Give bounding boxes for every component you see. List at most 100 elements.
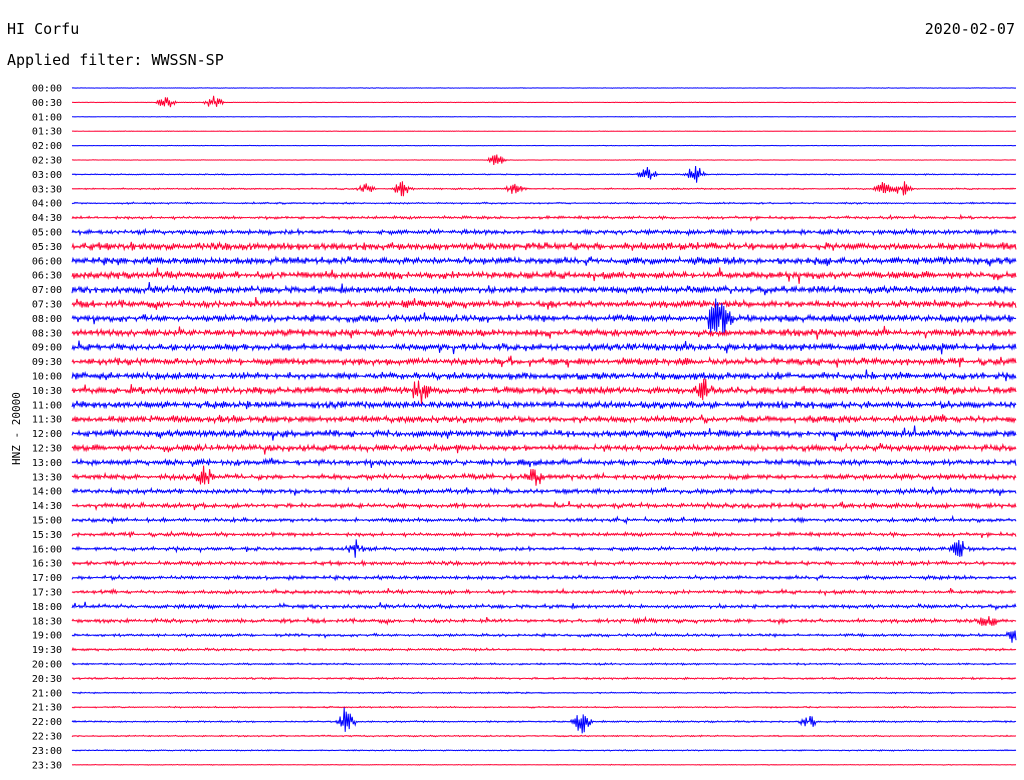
- row-time-label: 12:00: [32, 429, 62, 440]
- row-time-label: 23:30: [32, 760, 62, 771]
- row-time-label: 23:00: [32, 746, 62, 757]
- seismic-trace-row: [71, 705, 1017, 709]
- seismic-trace-row: [71, 399, 1017, 410]
- seismic-trace-row: [71, 87, 1017, 89]
- row-time-label: 11:30: [32, 415, 62, 426]
- row-time-label: 18:30: [32, 616, 62, 627]
- row-time-label: 01:00: [32, 112, 62, 123]
- row-time-label: 09:00: [32, 343, 62, 354]
- seismic-trace-row: [71, 442, 1017, 455]
- row-time-label: 22:00: [32, 717, 62, 728]
- row-time-label: 04:00: [32, 199, 62, 210]
- seismic-trace-row: [71, 676, 1017, 681]
- seismic-trace-row: [71, 615, 1017, 626]
- seismic-trace-row: [71, 144, 1017, 147]
- seismic-trace-row: [71, 227, 1017, 237]
- row-time-label: 04:30: [32, 213, 62, 224]
- row-time-label: 21:30: [32, 703, 62, 714]
- seismic-trace-row: [71, 559, 1017, 568]
- seismic-trace-row: [71, 240, 1017, 252]
- seismic-trace-row: [71, 414, 1017, 425]
- row-time-label: 19:00: [32, 631, 62, 642]
- row-time-label: 08:30: [32, 328, 62, 339]
- seismic-trace-row: [71, 662, 1017, 666]
- seismic-trace-row: [71, 165, 1017, 183]
- row-time-label: 02:30: [32, 156, 62, 167]
- row-time-label: 02:00: [32, 141, 62, 152]
- row-time-label: 17:30: [32, 588, 62, 599]
- seismic-trace-row: [71, 425, 1017, 441]
- seismic-trace-row: [71, 539, 1017, 558]
- seismic-trace-row: [71, 282, 1017, 296]
- row-time-label: 03:30: [32, 184, 62, 195]
- seismic-trace-row: [71, 355, 1017, 368]
- seismic-trace-row: [71, 213, 1017, 222]
- channel-axis-label: HNZ - 20000: [10, 392, 23, 465]
- row-time-label: 20:00: [32, 660, 62, 671]
- seismic-trace-row: [71, 587, 1017, 597]
- row-time-label: 15:30: [32, 530, 62, 541]
- row-time-label: 22:30: [32, 732, 62, 743]
- seismic-trace-row: [71, 500, 1017, 512]
- seismic-trace-row: [71, 456, 1017, 468]
- seismic-trace-row: [71, 130, 1017, 133]
- seismic-trace-row: [71, 267, 1017, 284]
- seismic-trace-row: [71, 514, 1017, 526]
- seismic-trace-row: [71, 325, 1017, 340]
- row-time-label: 06:30: [32, 271, 62, 282]
- seismic-trace-row: [71, 574, 1017, 582]
- seismic-trace-row: [71, 763, 1017, 766]
- seismic-trace-row: [71, 749, 1017, 752]
- seismic-trace-row: [71, 154, 1017, 166]
- row-time-label: 05:30: [32, 242, 62, 253]
- seismic-trace-row: [71, 465, 1017, 486]
- row-time-label: 18:00: [32, 602, 62, 613]
- seismic-trace-row: [71, 340, 1017, 355]
- row-time-label: 15:00: [32, 516, 62, 527]
- row-time-label: 01:30: [32, 127, 62, 138]
- seismic-trace-row: [71, 298, 1017, 335]
- seismic-trace-row: [72, 115, 1017, 118]
- row-labels: 00:00 00:30 01:00 01:30 02:00 02:30 03:00 03:30…: [32, 84, 62, 772]
- seismic-trace-row: [71, 255, 1017, 267]
- seismic-trace-row: [71, 630, 1017, 643]
- row-time-label: 16:30: [32, 559, 62, 570]
- row-time-label: 10:30: [32, 386, 62, 397]
- row-time-label: 17:00: [32, 573, 62, 584]
- row-time-label: 21:00: [32, 688, 62, 699]
- row-time-label: 05:00: [32, 228, 62, 239]
- seismic-trace-row: [71, 297, 1017, 310]
- seismic-trace-row: [71, 95, 1017, 108]
- filter-label: Applied filter: WWSSN-SP: [7, 51, 224, 69]
- seismic-trace-row: [71, 601, 1017, 612]
- seismic-trace-row: [71, 369, 1017, 382]
- seismic-trace-row: [71, 201, 1017, 205]
- record-date: 2020-02-07: [924, 20, 1015, 38]
- row-time-label: 11:00: [32, 400, 62, 411]
- row-time-label: 08:00: [32, 314, 62, 325]
- seismic-trace-row: [71, 707, 1017, 734]
- seismic-trace-row: [71, 734, 1017, 738]
- row-time-label: 19:30: [32, 645, 62, 656]
- row-time-label: 03:00: [32, 170, 62, 181]
- row-time-label: 07:00: [32, 285, 62, 296]
- row-time-label: 13:30: [32, 472, 62, 483]
- row-time-label: 14:30: [32, 501, 62, 512]
- row-time-label: 00:30: [32, 98, 62, 109]
- seismic-traces: [71, 87, 1017, 766]
- seismic-trace-row: [71, 530, 1017, 539]
- seismic-trace-row: [71, 691, 1017, 695]
- row-time-label: 00:00: [32, 84, 62, 95]
- seismic-trace-row: [71, 646, 1017, 653]
- row-time-label: 14:00: [32, 487, 62, 498]
- row-time-label: 12:30: [32, 444, 62, 455]
- seismic-trace-row: [71, 378, 1017, 405]
- station-title: HI Corfu: [7, 20, 80, 38]
- row-time-label: 13:00: [32, 458, 62, 469]
- row-time-label: 10:00: [32, 372, 62, 383]
- row-time-label: 06:00: [32, 256, 62, 267]
- row-time-label: 20:30: [32, 674, 62, 685]
- row-time-label: 09:30: [32, 357, 62, 368]
- seismic-trace-row: [71, 181, 1017, 197]
